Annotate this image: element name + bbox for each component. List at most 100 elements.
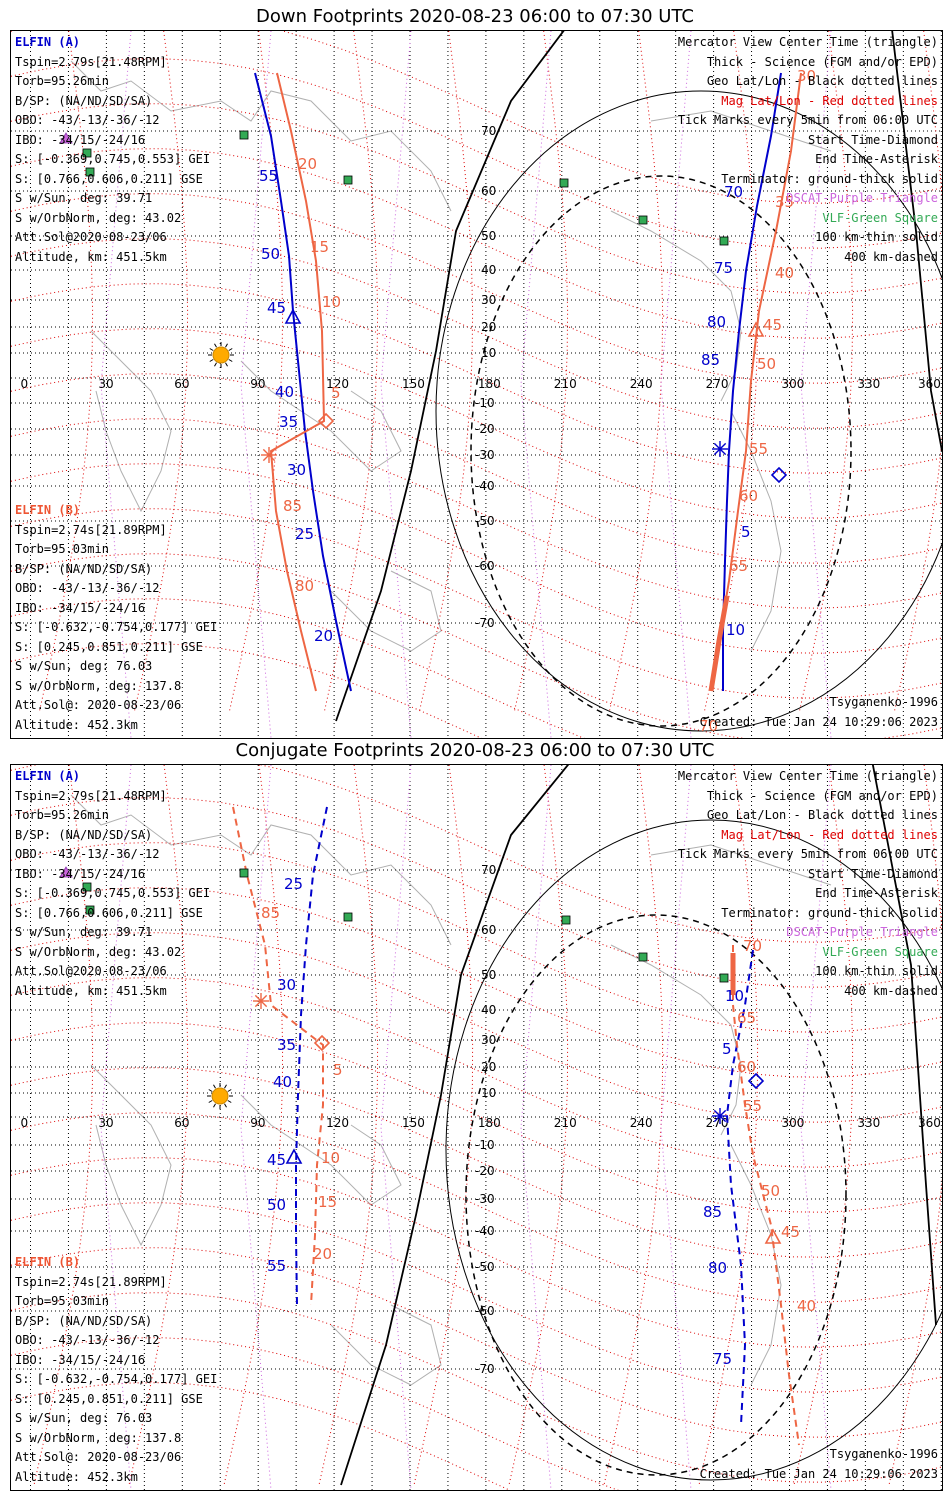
elfin-b-tick-label: 70 (743, 937, 762, 955)
elfin-a-line: Att.Sol@2020-08-23/06 (15, 964, 167, 978)
panel-1-title: Down Footprints 2020-08-23 06:00 to 07:3… (256, 6, 694, 27)
legend-item: End Time-Asterisk (815, 886, 938, 900)
elfin-b-line: Torb=95.03min (15, 1294, 109, 1308)
lat-tick-label: -30 (475, 1192, 495, 1206)
mag-lat-line (11, 463, 942, 654)
mag-lon-line (888, 765, 942, 1486)
coastline (240, 360, 402, 472)
elfin-a-tick-label: 75 (713, 1350, 732, 1368)
elfin-a-tick-label: 75 (714, 259, 733, 277)
lat-tick-label: -70 (475, 1362, 495, 1376)
elfin-a-tick-label: 25 (295, 525, 314, 543)
elfin-a-tick-label: 55 (259, 167, 278, 185)
elfin-b-tick-label: 15 (310, 238, 329, 256)
mag-lat-line (11, 1112, 942, 1303)
sun-disc (212, 346, 230, 364)
elfin-b-header: ELFIN (B) (15, 1255, 81, 1269)
elfin-a-tick-label: 80 (707, 313, 726, 331)
elfin-b-tick-label: 85 (283, 497, 302, 515)
mag-lat-line (11, 1337, 620, 1490)
terminator-ground (335, 31, 565, 722)
mag-lat-line (11, 1022, 942, 1213)
elfin-b-tick-label: 45 (763, 316, 782, 334)
mag-lat-line (11, 1067, 942, 1258)
sun-icon (207, 1083, 233, 1109)
mag-lat-line (11, 238, 942, 429)
lat-tick-label: -50 (475, 1260, 495, 1274)
elfin-a-tick-label: 55 (267, 1257, 286, 1275)
legend-item: Mag Lat/Lon - Red dotted lines (721, 827, 938, 842)
elfin-b-track (232, 806, 324, 1306)
elfin-a-tick-label: 40 (273, 1073, 292, 1091)
model-label: Tsyganenko-1996 (829, 1447, 938, 1461)
elfin-a-tick-label: 50 (267, 1196, 286, 1214)
legend-item: Mercator View Center Time (triangle) (677, 769, 938, 783)
vlf-station-square (82, 148, 92, 158)
lat-tick-label: 30 (481, 1033, 496, 1047)
created-label: Created: Tue Jan 24 10:29:06 2023 (699, 715, 938, 729)
elfin-a-tick-label: 45 (267, 299, 286, 317)
elfin-a-line: S w/OrbNorm, deg: 43.02 (15, 210, 182, 225)
elfin-b-line: S: [-0.632,-0.754,0.177] GEI (15, 620, 218, 634)
elfin-b-tick-label: 10 (321, 1149, 340, 1167)
mag-lat-line (11, 1202, 942, 1393)
lon-tick-label: 360 (918, 1116, 941, 1130)
elfin-a-line: IBO: -34/15/-24/16 (15, 132, 146, 147)
mag-lat-line (11, 643, 482, 738)
mag-lon-line (318, 765, 379, 1486)
center-time-triangle-a (284, 308, 302, 324)
mag-lat-line (11, 1292, 942, 1483)
lon-tick-label: 90 (250, 1116, 265, 1130)
legend-item: Terminator: ground-thick solid (721, 905, 938, 920)
lat-tick-label: -70 (475, 616, 495, 630)
coastline (610, 944, 742, 1136)
mag-lon-line (603, 765, 664, 1486)
elfin-b-line: IBO: -34/15/-24/16 (15, 1352, 146, 1367)
lon-tick-label: 150 (402, 1116, 425, 1130)
elfin-b-science-segment (708, 595, 730, 692)
elfin-b-tick-label: 40 (775, 264, 794, 282)
mag-lat-line (11, 598, 585, 738)
lat-tick-label: -40 (475, 1224, 495, 1238)
elfin-b-line: Tspin=2.74s[21.89RPM] (15, 522, 167, 537)
elfin-b-tick-label: 55 (749, 440, 768, 458)
lat-tick-label: 60 (481, 923, 496, 937)
lon-tick-label: 120 (326, 377, 349, 391)
elfin-a-header: ELFIN (A) (15, 35, 81, 49)
elfin-a-tick-label: 30 (277, 976, 296, 994)
vlf-station-square (82, 882, 92, 892)
legend-item: End Time-Asterisk (815, 152, 938, 166)
vlf-station-square (638, 215, 648, 225)
mag-lon-line (229, 31, 284, 712)
end-time-asterisk-a (712, 1108, 728, 1124)
elfin-a-line: Tspin=2.79s[21.48RPM] (15, 54, 167, 69)
elfin-b-track (269, 72, 326, 692)
lat-tick-label: 50 (481, 968, 496, 982)
elfin-b-tick-label: 20 (313, 1245, 332, 1263)
elfin-a-line: Tspin=2.79s[21.48RPM] (15, 788, 167, 803)
end-time-asterisk-a (712, 441, 728, 457)
legend-item: Tick Marks every 5min from 06:00 UTC (677, 113, 938, 127)
elfin-b-line: OBO: -43/-13/-36/-12 (15, 581, 160, 595)
terminator-100km (445, 819, 942, 1481)
coastline (240, 1094, 402, 1206)
panel-2-title: Conjugate Footprints 2020-08-23 06:00 to… (235, 740, 715, 761)
elfin-b-tick-label: 40 (797, 1297, 816, 1315)
mag-lat-line (11, 193, 942, 384)
mag-lat-line (11, 283, 942, 474)
lon-tick-label: 180 (478, 377, 501, 391)
coastline (70, 60, 452, 212)
mag-lon-line (609, 31, 664, 712)
mag-lat-line (11, 887, 942, 1078)
lat-tick-label: -40 (475, 479, 495, 493)
mag-lat-line (11, 1382, 511, 1490)
lon-tick-label: 330 (857, 377, 880, 391)
elfin-b-tick-label: 5 (333, 1061, 343, 1079)
elfin-a-info: ELFIN (A) Tspin=2.79s[21.48RPM] Torb=95.… (15, 33, 210, 267)
vlf-station-square (638, 952, 648, 962)
terminator-ground (871, 765, 937, 1326)
dscat-meridian (520, 31, 552, 738)
elfin-b-line: Att.Sol@: 2020-08-23/06 (15, 1450, 182, 1464)
mag-lon-line (413, 765, 474, 1486)
lat-tick-label: 10 (481, 346, 496, 360)
